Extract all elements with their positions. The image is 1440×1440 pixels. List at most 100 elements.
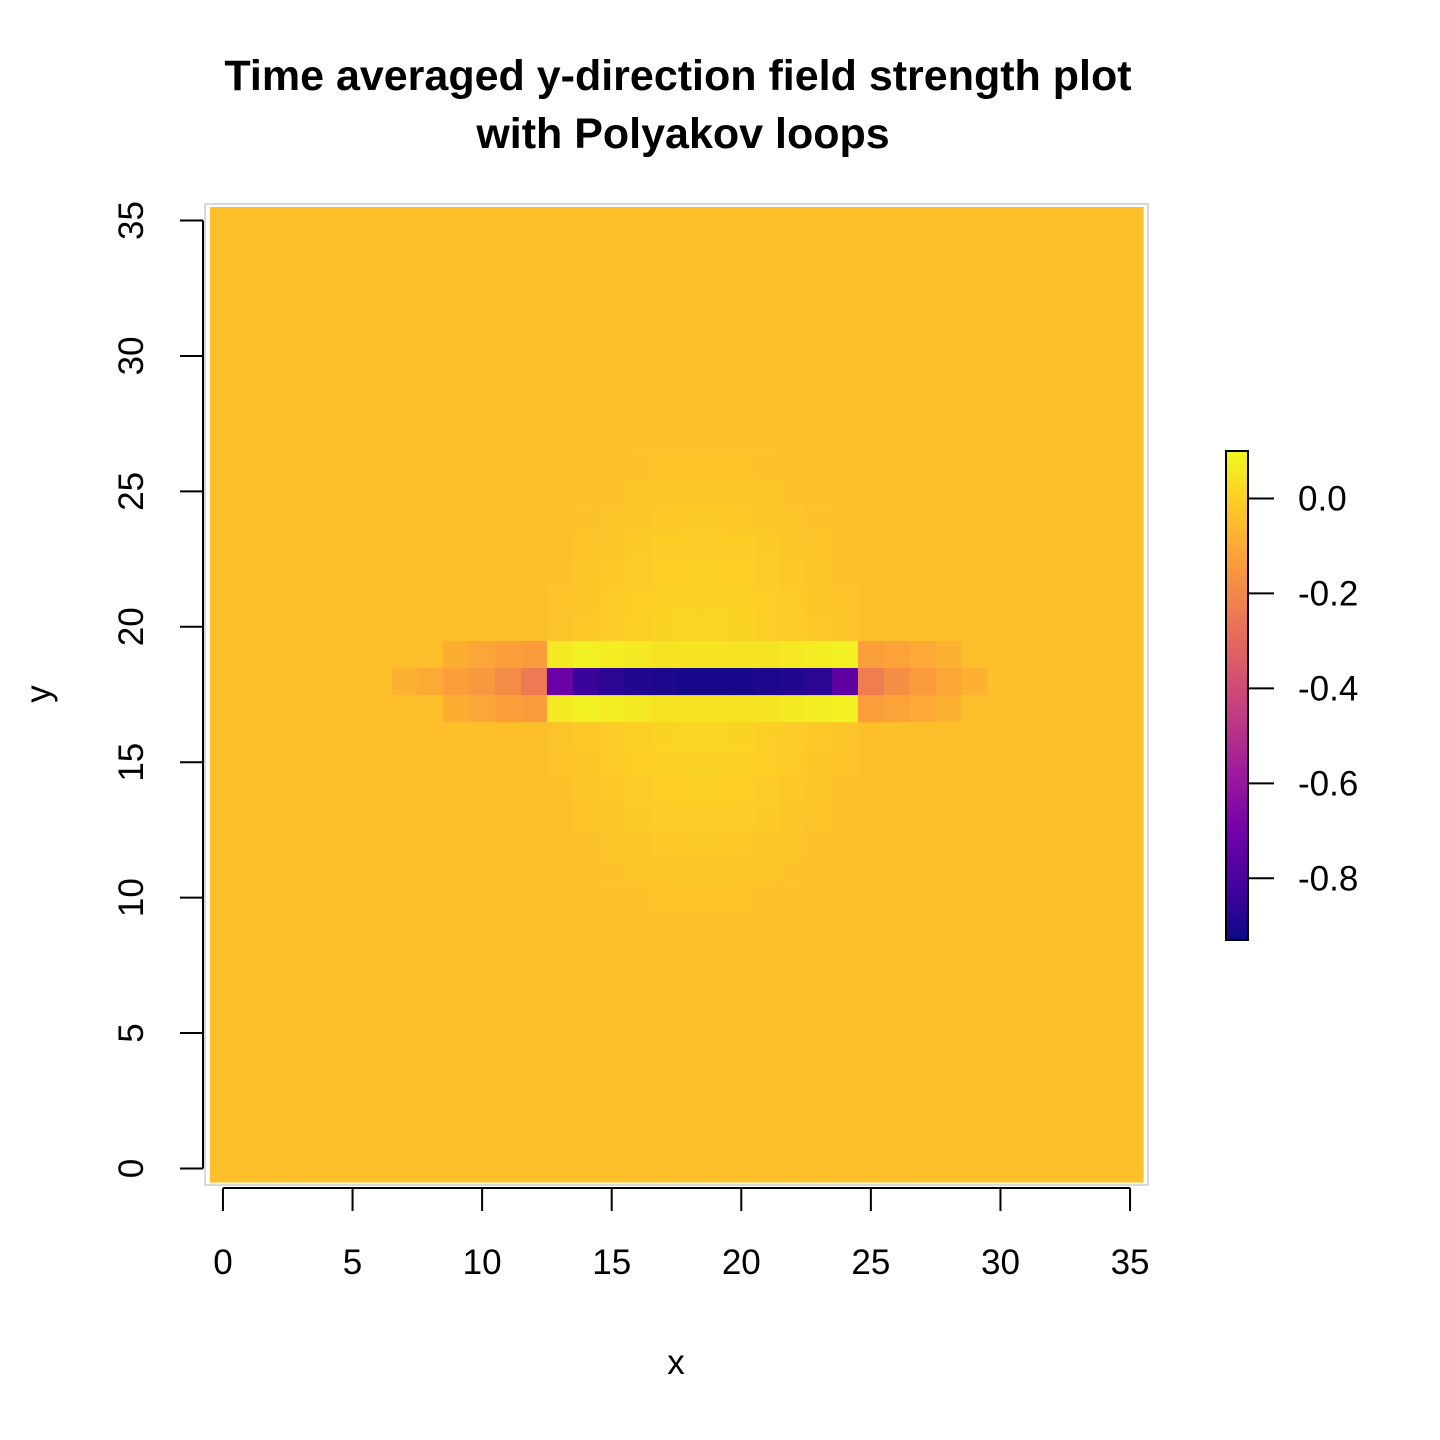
heatmap-cell [339, 559, 367, 587]
heatmap-cell [339, 992, 367, 1021]
heatmap-cell [624, 207, 652, 235]
heatmap-cell [598, 586, 626, 614]
heatmap-cell [546, 504, 574, 533]
heatmap-cell [806, 477, 833, 506]
heatmap-cell [443, 1019, 470, 1048]
heatmap-cell [1039, 775, 1066, 804]
heatmap-cell [261, 613, 289, 641]
colorbar-frame [1225, 450, 1249, 941]
heatmap-cell [572, 423, 600, 452]
heatmap-cell [728, 396, 755, 425]
heatmap-cell [806, 586, 833, 614]
heatmap-cell [598, 721, 626, 750]
heatmap-cell [1039, 207, 1066, 235]
heatmap-cell [521, 423, 548, 452]
heatmap-cell [987, 911, 1015, 939]
heatmap-cell [235, 261, 263, 289]
heatmap-cell [883, 1019, 911, 1048]
heatmap-cell [1039, 1019, 1066, 1048]
heatmap-cell [1117, 532, 1144, 560]
heatmap-cell [469, 586, 496, 614]
heatmap-cell [495, 640, 522, 669]
colorbar-tick-label: -0.8 [1298, 859, 1358, 898]
heatmap-cell [728, 640, 755, 669]
heatmap-cell [235, 667, 263, 696]
heatmap-cell [443, 1100, 470, 1129]
heatmap-cell [313, 559, 341, 587]
heatmap-cell [780, 1046, 807, 1075]
heatmap-cell [728, 775, 755, 804]
heatmap-cell [987, 342, 1015, 371]
heatmap-cell [1039, 1046, 1066, 1075]
heatmap-cell [1039, 1127, 1066, 1156]
heatmap-cell [572, 1046, 600, 1075]
heatmap-cell [210, 721, 237, 750]
heatmap-cell [728, 613, 755, 641]
heatmap-cell [391, 504, 418, 533]
heatmap-cell [624, 640, 652, 669]
chart-title: Time averaged y-direction field strength… [224, 52, 1131, 100]
heatmap-cell [961, 802, 989, 831]
heatmap-cell [1013, 1019, 1040, 1048]
heatmap-cell [521, 829, 548, 858]
heatmap-cell [1065, 450, 1092, 479]
heatmap-cell [313, 450, 341, 479]
heatmap-cell [935, 315, 963, 344]
heatmap-cell [1039, 423, 1066, 452]
heatmap-cell [546, 1127, 574, 1156]
heatmap-cell [469, 315, 496, 344]
heatmap-cell [572, 613, 600, 641]
heatmap-cell [857, 667, 885, 696]
heatmap-cell [624, 1100, 652, 1129]
heatmap-cell [443, 667, 470, 696]
heatmap-cell [961, 396, 989, 425]
heatmap-cell [1039, 234, 1066, 262]
heatmap-cell [1091, 261, 1118, 289]
heatmap-cell [754, 261, 781, 289]
heatmap-cell [883, 640, 911, 669]
heatmap-cell [572, 504, 600, 533]
heatmap-cell [857, 829, 885, 858]
heatmap-cell [391, 234, 418, 262]
heatmap-cell [365, 342, 393, 371]
heatmap-cell [1091, 911, 1118, 939]
heatmap-cell [572, 992, 600, 1021]
heatmap-cell [210, 369, 237, 398]
heatmap-cell [313, 288, 341, 316]
heatmap-cell [624, 288, 652, 316]
heatmap-cell [650, 1100, 678, 1129]
heatmap-cell [1013, 829, 1040, 858]
heatmap-cell [417, 1127, 444, 1156]
heatmap-cell [806, 911, 833, 939]
heatmap-cell [987, 1073, 1015, 1102]
heatmap-cell [806, 288, 833, 316]
heatmap-cell [754, 1019, 781, 1048]
heatmap-cell [909, 857, 937, 885]
heatmap-cell [210, 504, 237, 533]
heatmap-cell [909, 613, 937, 641]
heatmap-cell [261, 857, 289, 885]
heatmap-cell [780, 857, 807, 885]
heatmap-cell [572, 1100, 600, 1129]
heatmap-cell [1013, 667, 1040, 696]
heatmap-cell [521, 315, 548, 344]
heatmap-cell [1117, 857, 1144, 885]
heatmap-cell [987, 234, 1015, 262]
heatmap-cell [1117, 1154, 1144, 1183]
heatmap-cell [391, 911, 418, 939]
heatmap-cell [598, 694, 626, 723]
heatmap-cell [521, 1100, 548, 1129]
heatmap-cell [883, 423, 911, 452]
heatmap-cell [883, 396, 911, 425]
y-tick-label: 5 [112, 1023, 151, 1042]
heatmap-cell [313, 911, 341, 939]
heatmap-cell [857, 1019, 885, 1048]
heatmap-cell [546, 586, 574, 614]
x-tick-label: 5 [343, 1243, 362, 1282]
heatmap-cell [1091, 938, 1118, 966]
heatmap-cell [546, 1046, 574, 1075]
heatmap-cell [728, 694, 755, 723]
heatmap-cell [572, 694, 600, 723]
heatmap-cell [650, 450, 678, 479]
